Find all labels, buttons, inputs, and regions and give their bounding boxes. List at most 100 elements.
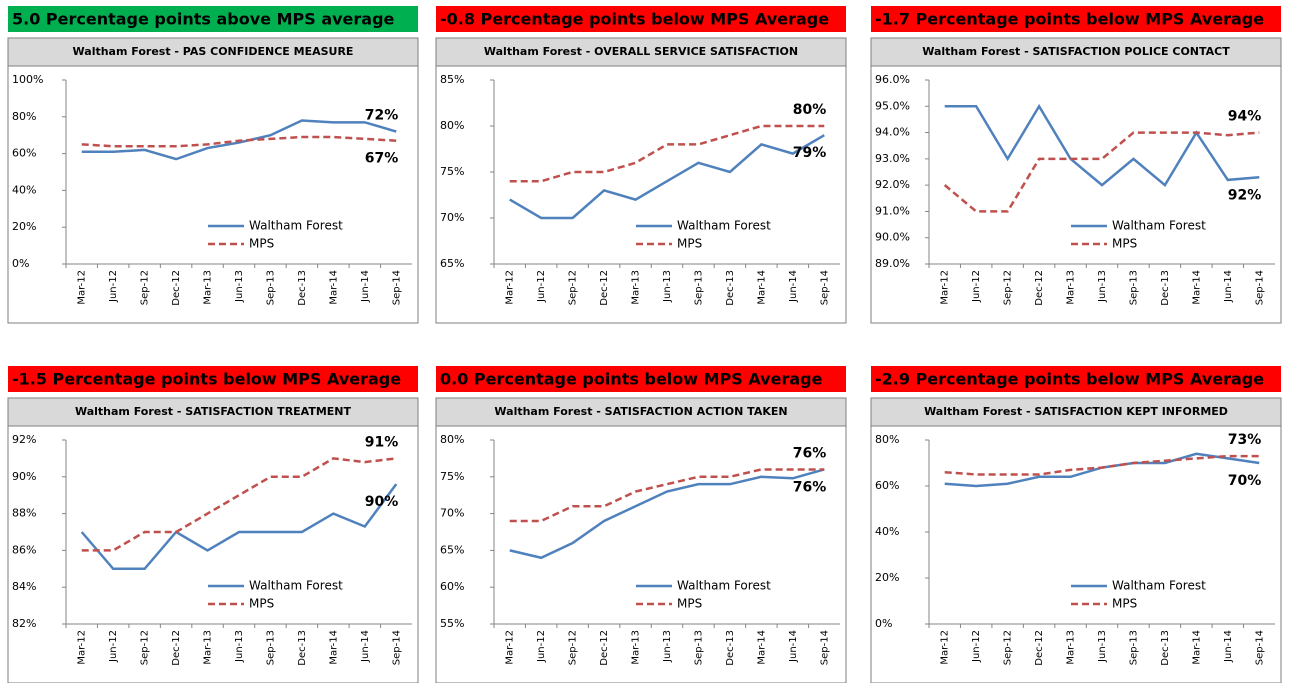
y-tick-label: 65% xyxy=(440,543,464,556)
y-tick-label: 65% xyxy=(440,257,464,270)
x-tick-label: Sep-13 xyxy=(693,270,704,305)
x-tick-label: Mar-13 xyxy=(631,270,642,305)
x-tick-label: Sep-14 xyxy=(391,270,402,305)
series-line xyxy=(944,103,1260,188)
series-line xyxy=(944,454,1260,476)
x-tick-label: Mar-13 xyxy=(631,630,642,665)
y-tick-label: 93.0% xyxy=(875,152,910,165)
legend-label: Waltham Forest xyxy=(249,219,343,233)
data-label: 73% xyxy=(1228,432,1262,448)
x-tick-label: Jun-13 xyxy=(662,270,673,303)
x-tick-label: Jun-12 xyxy=(971,630,982,663)
series-line xyxy=(81,119,397,161)
y-tick-label: 84% xyxy=(12,580,36,593)
x-tick-label: Jun-12 xyxy=(108,630,119,663)
x-tick-label: Jun-14 xyxy=(1223,270,1234,303)
y-tick-label: 91.0% xyxy=(875,204,910,217)
x-tick-label: Sep-13 xyxy=(1128,270,1139,305)
x-tick-label: Mar-12 xyxy=(940,630,951,665)
series-line xyxy=(81,457,397,552)
y-tick-label: 80% xyxy=(440,433,464,446)
y-tick-label: 0% xyxy=(12,257,29,270)
x-tick-label: Dec-12 xyxy=(171,270,182,306)
y-tick-label: 90% xyxy=(12,470,36,483)
y-tick-label: 20% xyxy=(875,571,899,584)
chart-box xyxy=(7,425,419,683)
x-tick-label: Sep-13 xyxy=(1128,630,1139,665)
x-tick-label: Sep-12 xyxy=(1003,270,1014,305)
x-tick-label: Mar-12 xyxy=(940,270,951,305)
x-tick-label: Mar-12 xyxy=(77,630,88,665)
chart-box xyxy=(870,65,1282,324)
title-box xyxy=(870,37,1282,67)
legend-label: Waltham Forest xyxy=(1112,219,1206,233)
x-tick-label: Sep-12 xyxy=(1003,630,1014,665)
title-box xyxy=(435,397,847,427)
data-label: 76% xyxy=(793,445,827,461)
series-line xyxy=(943,131,1260,213)
x-tick-label: Sep-12 xyxy=(140,270,151,305)
banner-text: -2.9 Percentage points below MPS Average xyxy=(875,370,1264,389)
x-tick-label: Jun-13 xyxy=(1097,630,1108,663)
y-tick-label: 85% xyxy=(440,73,464,86)
data-label: 80% xyxy=(793,102,827,118)
series-line xyxy=(509,134,825,220)
x-tick-label: Mar-14 xyxy=(1191,270,1202,305)
data-label: 90% xyxy=(365,494,399,510)
legend-label: MPS xyxy=(677,237,702,251)
banner xyxy=(871,6,1281,32)
legend-label: MPS xyxy=(1112,597,1137,611)
chart-title: Waltham Forest - PAS CONFIDENCE MEASURE xyxy=(73,45,354,58)
data-label: 91% xyxy=(365,434,399,450)
x-tick-label: Dec-13 xyxy=(725,270,736,306)
data-label: 67% xyxy=(365,151,399,167)
x-tick-label: Sep-12 xyxy=(568,630,579,665)
data-label: 76% xyxy=(793,479,827,495)
y-tick-label: 70% xyxy=(440,211,464,224)
x-tick-label: Mar-12 xyxy=(505,270,516,305)
x-tick-label: Mar-14 xyxy=(756,270,767,305)
y-tick-label: 70% xyxy=(440,507,464,520)
x-tick-label: Mar-12 xyxy=(77,270,88,305)
y-tick-label: 60% xyxy=(440,580,464,593)
series-line xyxy=(509,468,825,560)
chart-title: Waltham Forest - SATISFACTION KEPT INFOR… xyxy=(924,405,1228,418)
banner-text: -0.8 Percentage points below MPS Average xyxy=(440,10,829,29)
x-tick-label: Sep-13 xyxy=(265,630,276,665)
chart-box xyxy=(435,65,847,324)
y-tick-label: 40% xyxy=(875,525,899,538)
y-tick-label: 89.0% xyxy=(875,257,910,270)
data-label: 72% xyxy=(365,108,399,124)
y-tick-label: 88% xyxy=(12,507,36,520)
chart-title: Waltham Forest - SATISFACTION TREATMENT xyxy=(75,405,352,418)
x-tick-label: Jun-14 xyxy=(1223,630,1234,663)
title-box xyxy=(7,37,419,67)
y-tick-label: 60% xyxy=(12,147,36,160)
x-tick-label: Dec-12 xyxy=(599,630,610,666)
y-tick-label: 92% xyxy=(12,433,36,446)
x-tick-label: Sep-12 xyxy=(568,270,579,305)
x-tick-label: Sep-14 xyxy=(1254,630,1265,665)
x-tick-label: Sep-13 xyxy=(265,270,276,305)
title-box xyxy=(870,397,1282,427)
y-tick-label: 94.0% xyxy=(875,126,910,139)
banner xyxy=(436,6,846,32)
x-tick-label: Jun-13 xyxy=(1097,270,1108,303)
series-line xyxy=(81,135,397,148)
y-tick-label: 0% xyxy=(875,617,892,630)
legend-label: Waltham Forest xyxy=(249,579,343,593)
x-tick-label: Dec-12 xyxy=(1034,630,1045,666)
legend-label: MPS xyxy=(249,237,274,251)
x-tick-label: Dec-13 xyxy=(1160,630,1171,666)
x-tick-label: Jun-12 xyxy=(971,270,982,303)
y-tick-label: 80% xyxy=(12,110,36,123)
data-label: 92% xyxy=(1228,187,1262,203)
x-tick-label: Sep-13 xyxy=(693,630,704,665)
y-tick-label: 90.0% xyxy=(875,231,910,244)
series-line xyxy=(80,483,398,571)
x-tick-label: Sep-14 xyxy=(1254,270,1265,305)
x-tick-label: Mar-14 xyxy=(1191,630,1202,665)
banner-text: 0.0 Percentage points below MPS Average xyxy=(440,370,823,389)
y-tick-label: 82% xyxy=(12,617,36,630)
